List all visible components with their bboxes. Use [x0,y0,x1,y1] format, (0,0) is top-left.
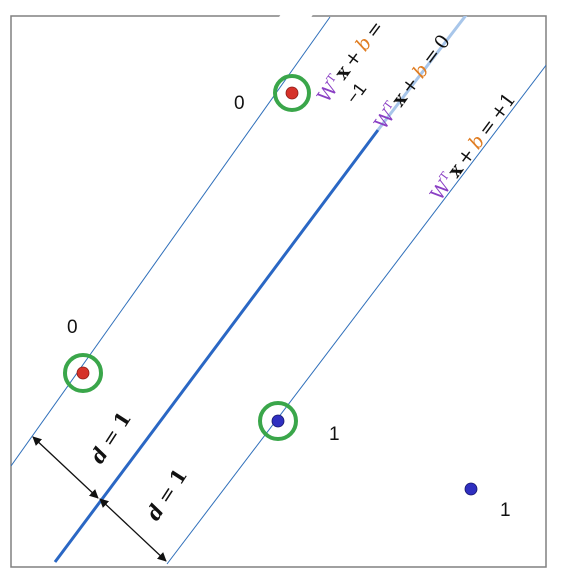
support-vector-ring [258,401,298,441]
positive-margin-line [166,64,546,565]
class1-point [464,482,478,496]
support-vector-ring [63,353,103,393]
data-point-class0-upper [273,74,311,112]
decision-boundary-line [53,129,380,563]
point-label-0-lower: 0 [67,317,78,338]
plot-frame [10,15,547,568]
data-point-class1-support [258,401,298,441]
data-point-class1-far [464,482,478,496]
class0-point [76,366,90,380]
point-label-1-far: 1 [500,500,511,521]
distance-arrow-upper [32,436,99,499]
label-backing-boundary [257,0,374,62]
class0-point [285,86,299,100]
data-point-class0-lower [63,353,103,393]
class1-point [271,414,285,428]
point-label-1-support: 1 [329,424,340,445]
support-vector-ring [273,74,311,112]
decision-boundary-faint [376,16,468,131]
distance-arrow-lower [99,498,167,562]
point-label-0-upper: 0 [234,93,245,114]
